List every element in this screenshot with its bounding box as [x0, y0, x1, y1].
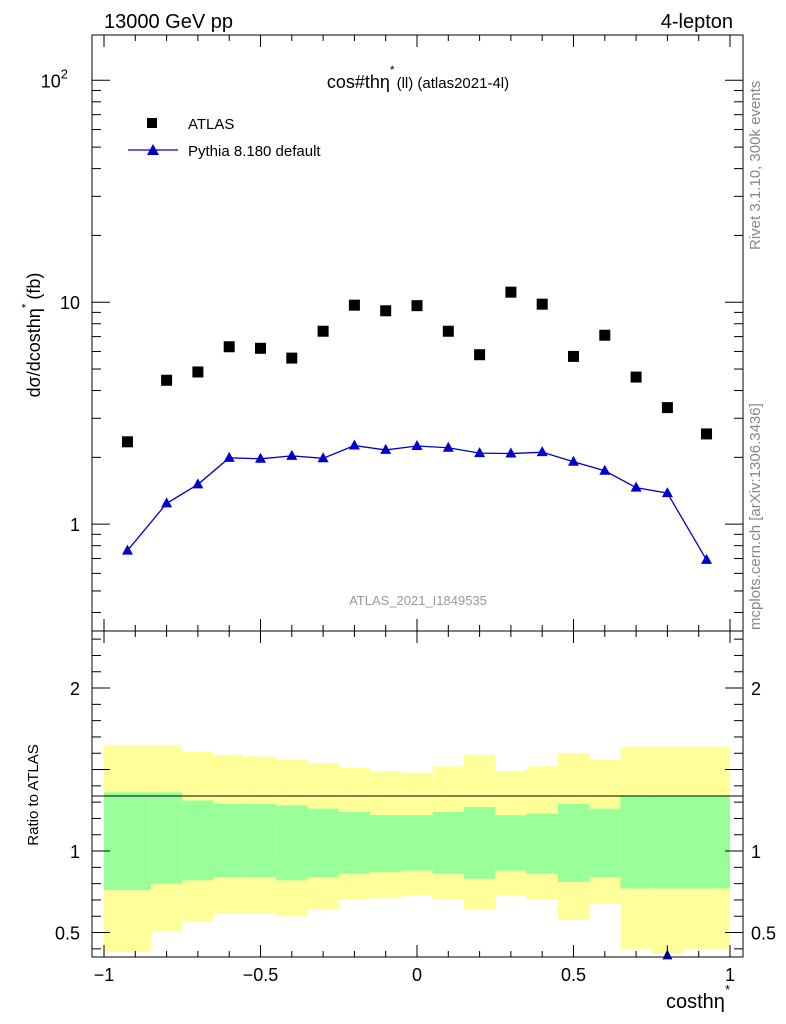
atlas-point: [161, 374, 173, 386]
legend-atlas-label: ATLAS: [188, 116, 234, 133]
ratio-y-tick-label-right: 1: [751, 842, 761, 862]
mc-point: [630, 481, 642, 492]
ratio-y-tick-labels: 0.5 0.5 1 1 2 2: [55, 679, 776, 944]
inner-uncertainty-band: [338, 811, 371, 874]
atlas-point: [223, 341, 235, 353]
inner-uncertainty-band: [651, 795, 684, 889]
atlas-point: [661, 402, 673, 414]
inner-uncertainty-band: [463, 807, 496, 879]
rivet-version-label: Rivet 3.1.10, 300k events: [747, 81, 764, 250]
x-tick-label: −0.5: [243, 965, 279, 985]
atlas-point: [536, 298, 548, 310]
mc-point: [380, 443, 392, 454]
atlas-point: [505, 286, 517, 298]
inner-uncertainty-band: [244, 803, 277, 878]
ratio-y-tick-label-left: 0.5: [55, 924, 80, 944]
legend: ATLAS Pythia 8.180 default: [128, 116, 321, 160]
x-tick-labels: −1 −0.5 0 0.5 1: [94, 965, 735, 985]
mc-point: [701, 553, 713, 564]
inner-uncertainty-band: [401, 815, 433, 871]
ratio-panel-frame: [91, 630, 744, 958]
mc-point: [286, 449, 298, 460]
ratio-panel: 0.5 0.5 1 1 2 2 −1 −0.5 0 0.5 1 Ratio to ATLAS co…: [25, 630, 776, 1013]
ratio-panel-ticks: [92, 631, 743, 957]
main-panel-ticks: [92, 35, 743, 631]
legend-atlas-marker: [147, 118, 157, 128]
inner-uncertainty-band: [370, 815, 402, 873]
x-tick-label: −1: [94, 965, 115, 985]
main-panel: ATLAS_2021_I1849535 1 10 102 cos#thη*(ll) …: [19, 34, 744, 632]
mc-point: [599, 464, 611, 475]
inner-uncertainty-band: [620, 795, 652, 889]
atlas-point: [255, 342, 266, 354]
inner-uncertainty-band: [104, 792, 151, 891]
atlas-point: [568, 350, 579, 362]
x-tick-label: 0: [412, 965, 422, 985]
ratio-y-tick-label-right: 0.5: [751, 924, 776, 944]
mc-point: [223, 451, 235, 462]
mc-series: [121, 439, 713, 564]
mcplots-source-label: mcplots.cern.ch [arXiv:1306.3436]: [747, 403, 764, 630]
inner-uncertainty-band: [182, 800, 214, 881]
mc-point: [192, 478, 204, 489]
mc-point: [121, 544, 133, 555]
process-label: 4-lepton: [661, 11, 733, 33]
atlas-point: [442, 325, 454, 337]
inner-uncertainty-band: [307, 808, 339, 878]
energy-label: 13000 GeV pp: [104, 11, 233, 33]
inner-uncertainty-band: [213, 803, 245, 878]
mc-point: [474, 447, 486, 458]
atlas-point: [317, 325, 329, 337]
atlas-series: [121, 286, 713, 448]
inner-uncertainty-band: [495, 815, 527, 871]
x-axis-label: costhη*: [666, 982, 730, 1013]
mc-point: [255, 452, 266, 463]
atlas-point: [411, 300, 423, 312]
y-tick-label: 1: [70, 515, 80, 535]
mc-point: [348, 439, 360, 450]
inner-uncertainty-band: [683, 795, 730, 889]
atlas-point: [380, 305, 392, 317]
atlas-point: [630, 371, 642, 383]
legend-pythia-marker: [147, 144, 159, 155]
inner-uncertainty-band: [276, 805, 308, 881]
mc-point: [442, 441, 454, 452]
ratio-y-tick-label-left: 2: [70, 679, 80, 699]
mc-point: [536, 446, 548, 457]
ratio-y-axis-label: Ratio to ATLAS: [25, 744, 42, 845]
x-tick-label: 0.5: [561, 965, 586, 985]
mc-point: [568, 455, 579, 466]
mc-point: [317, 452, 329, 463]
atlas-point: [701, 428, 713, 440]
mc-point: [161, 497, 173, 508]
ratio-y-tick-label-left: 1: [70, 842, 80, 862]
y-tick-label: 10: [60, 293, 80, 313]
mc-point: [411, 439, 423, 450]
inner-uncertainty-band: [589, 808, 621, 878]
atlas-point: [599, 329, 611, 341]
plot-title: cos#thη*(ll) (atlas2021-4l): [327, 63, 509, 92]
ratio-y-tick-label-right: 2: [751, 679, 761, 699]
atlas-point: [192, 366, 204, 378]
inner-uncertainty-band: [526, 813, 558, 874]
mc-point: [661, 487, 673, 498]
mc-point: [505, 447, 517, 458]
atlas-point: [286, 352, 298, 364]
analysis-watermark: ATLAS_2021_I1849535: [349, 593, 487, 608]
atlas-point: [348, 299, 360, 311]
inner-uncertainty-band: [150, 792, 183, 884]
x-tick-label: 1: [725, 965, 735, 985]
inner-uncertainty-band: [557, 803, 590, 883]
main-y-tick-labels: 1 10 102: [41, 66, 80, 535]
atlas-point: [474, 349, 486, 361]
mc-line: [126, 444, 708, 561]
y-tick-label: 102: [41, 66, 68, 91]
main-y-axis-label: dσ/dcosthη*(fb): [19, 273, 44, 398]
ratio-bands: [104, 745, 730, 954]
inner-uncertainty-band: [432, 811, 464, 874]
atlas-point: [121, 436, 133, 448]
legend-pythia-label: Pythia 8.180 default: [188, 143, 321, 160]
